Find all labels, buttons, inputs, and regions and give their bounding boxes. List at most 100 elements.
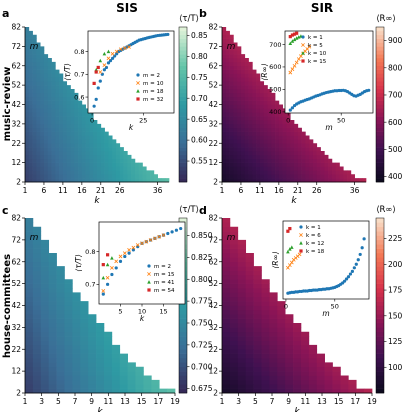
heatmap-cell: [55, 100, 60, 105]
heatmap-cell: [259, 154, 265, 160]
heatmap-cell: [261, 344, 270, 350]
heatmap-cell: [248, 69, 253, 74]
heatmap-cell: [36, 81, 41, 86]
inset-point: [288, 108, 292, 112]
y-axis-label: m: [30, 42, 39, 52]
heatmap-cell: [64, 314, 73, 319]
heatmap-cell: [259, 170, 265, 175]
heatmap-cell: [59, 166, 64, 171]
colorbar-segment: [179, 96, 187, 101]
x-tick-label: 26: [312, 186, 322, 195]
heatmap-cell: [248, 127, 253, 132]
colorbar-tick-label: 175: [388, 286, 403, 295]
heatmap-cell: [43, 143, 49, 148]
heatmap-cell: [40, 375, 50, 381]
heatmap-cell: [240, 151, 246, 156]
heatmap-cell: [316, 162, 321, 167]
heatmap-cell: [93, 139, 98, 144]
colorbar-segment: [179, 327, 187, 333]
heatmap-cell: [229, 166, 234, 171]
heatmap-cell: [229, 92, 234, 98]
inset-point: [123, 254, 127, 259]
heatmap-cell: [48, 340, 57, 346]
heatmap-cell: [100, 139, 105, 144]
heatmap-cell: [259, 174, 265, 179]
heatmap-cell: [297, 151, 302, 156]
colorbar-segment: [376, 379, 384, 385]
colorbar-segment: [376, 139, 384, 144]
inset-point: [147, 280, 151, 284]
heatmap-cell: [103, 349, 113, 354]
heatmap-cell: [96, 375, 105, 381]
colorbar-tick-label: 800: [388, 63, 403, 72]
heatmap-cell: [229, 349, 239, 354]
heatmap-cell: [308, 371, 318, 376]
heatmap-cell: [332, 388, 341, 394]
heatmap-cell: [32, 108, 37, 113]
heatmap-cell: [119, 379, 128, 385]
heatmap-cell: [282, 166, 287, 171]
heatmap-cell: [36, 123, 41, 129]
heatmap-cell: [229, 170, 234, 175]
inset-point: [170, 230, 174, 234]
heatmap-cell: [237, 274, 247, 280]
heatmap-cell: [300, 358, 310, 363]
y-tick-label: 32: [208, 323, 218, 332]
heatmap-cell: [277, 371, 286, 376]
heatmap-cell: [43, 178, 49, 183]
heatmap-cell: [32, 379, 42, 385]
heatmap-cell: [259, 178, 265, 183]
heatmap-cell: [97, 166, 102, 171]
heatmap-cell: [72, 375, 81, 381]
heatmap-cell: [256, 127, 261, 132]
heatmap-cell: [25, 139, 30, 144]
heatmap-cell: [222, 112, 227, 117]
heatmap-cell: [59, 127, 64, 132]
heatmap-cell: [285, 323, 294, 328]
heatmap-cell: [269, 309, 278, 315]
y-tick-label: 12: [11, 158, 21, 167]
heatmap-cell: [48, 353, 57, 359]
heatmap-cell: [278, 116, 283, 121]
heatmap-cell: [300, 349, 310, 354]
heatmap-cell: [32, 366, 42, 372]
heatmap-cell: [28, 158, 33, 163]
heatmap-cell: [142, 178, 147, 183]
heatmap-cell: [331, 170, 337, 175]
colorbar-segment: [179, 112, 187, 117]
heatmap-cell: [48, 288, 57, 293]
colorbar-segment: [376, 65, 384, 70]
heatmap-cell: [89, 112, 94, 117]
heatmap-cell: [81, 166, 86, 171]
inset-point: [301, 51, 305, 55]
heatmap-cell: [229, 85, 234, 90]
heatmap-cell: [103, 340, 113, 346]
heatmap-cell: [40, 266, 50, 271]
heatmap-cell: [253, 379, 262, 385]
heatmap-cell: [237, 151, 242, 156]
heatmap-cell: [108, 135, 113, 140]
heatmap-cell: [74, 127, 79, 132]
heatmap-cell: [131, 162, 136, 167]
heatmap-cell: [222, 123, 227, 129]
colorbar-segment: [179, 154, 187, 160]
heatmap-cell: [25, 274, 34, 280]
heatmap-cell: [290, 147, 295, 152]
inset-point: [101, 288, 106, 293]
heatmap-cell: [225, 112, 230, 117]
heatmap-cell: [47, 116, 52, 121]
heatmap-cell: [72, 388, 81, 394]
heatmap-cell: [51, 127, 56, 132]
heatmap-cell: [56, 266, 65, 271]
colorbar-segment: [179, 314, 187, 319]
heatmap-cell: [72, 358, 81, 363]
heatmap-cell: [104, 135, 109, 140]
heatmap-cell: [59, 120, 64, 125]
colorbar-segment: [179, 77, 187, 82]
heatmap-cell: [88, 314, 97, 319]
colorbar-segment: [179, 131, 187, 136]
heatmap-cell: [309, 143, 314, 148]
heatmap-cell: [104, 154, 109, 160]
heatmap-cell: [237, 77, 242, 82]
x-tick-label: 36: [350, 186, 360, 195]
